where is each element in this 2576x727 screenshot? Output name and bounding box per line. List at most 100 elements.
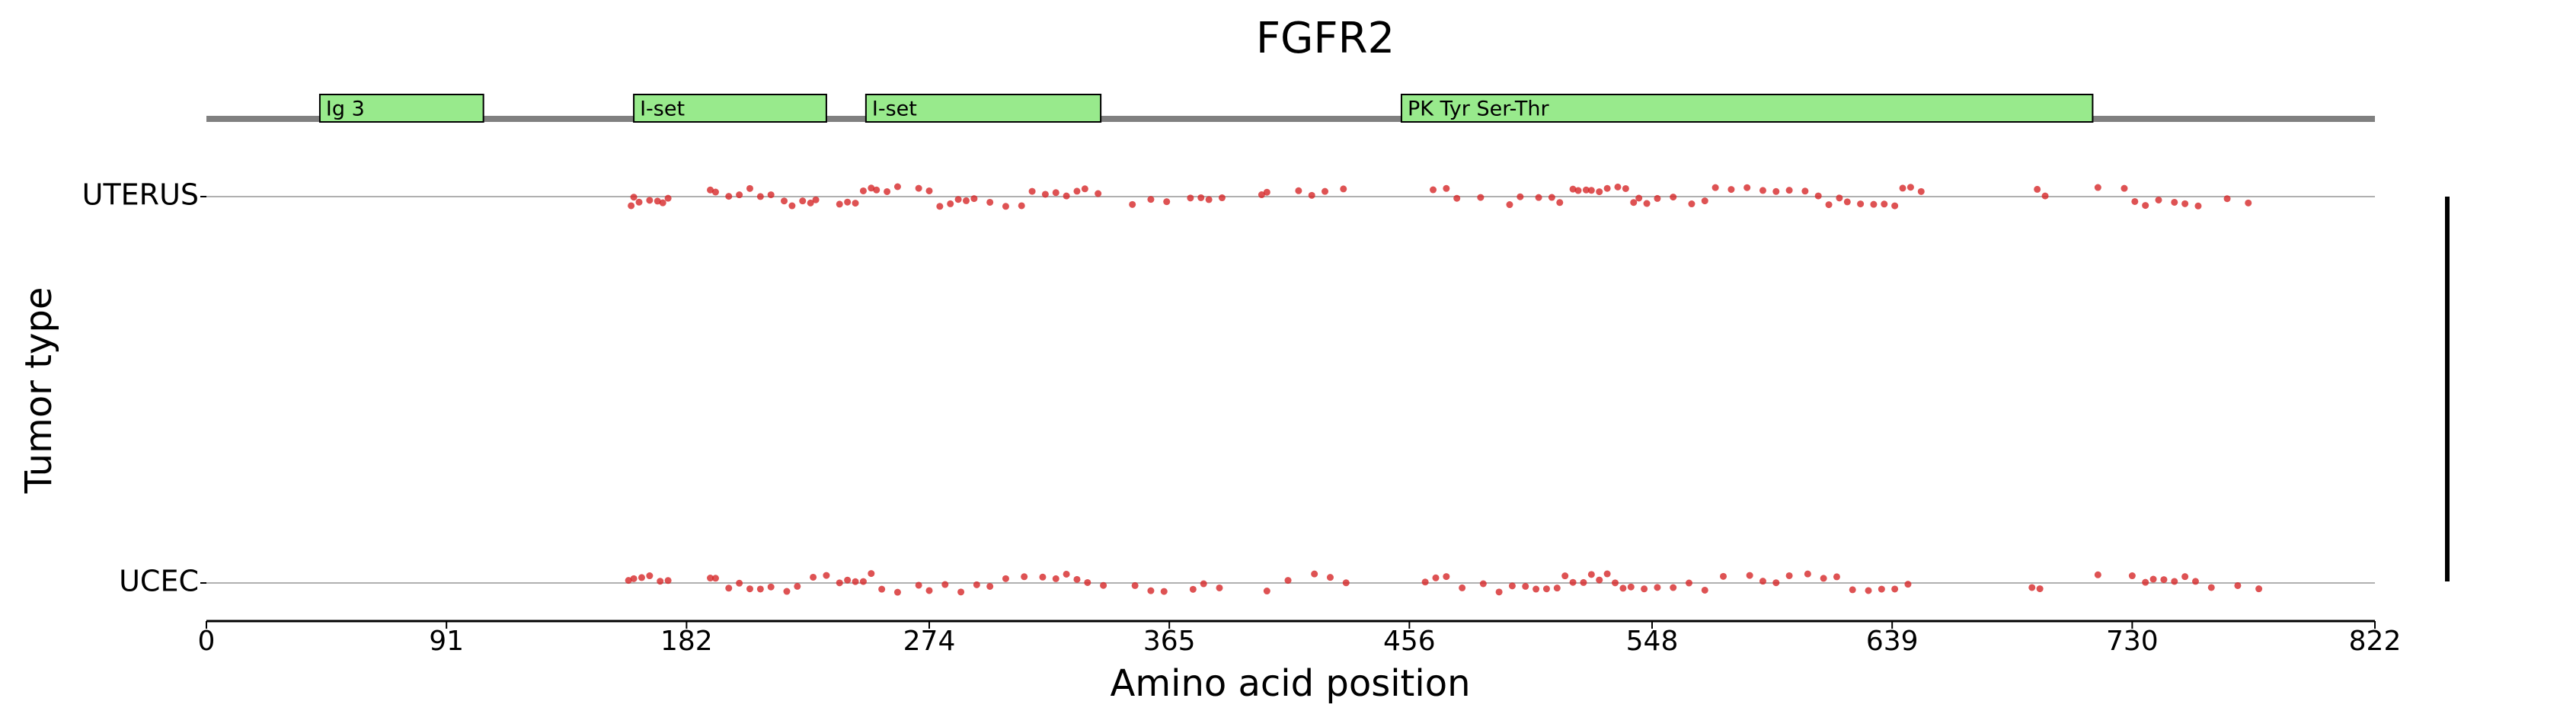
mutation-point [638,574,645,581]
mutation-point [1532,585,1540,593]
mutation-point [1039,573,1047,581]
mutation-point [664,577,672,584]
mutation-point [1685,579,1692,587]
mutation-point [2155,196,2162,203]
mutation-point [1580,578,1587,586]
mutation-point [654,197,661,205]
mutation-point [1002,575,1009,582]
mutation-point [1670,194,1677,201]
mutation-point [1479,580,1487,588]
mutation-point [1517,193,1524,200]
mutation-point [1630,199,1638,207]
mutation-point [1548,194,1555,201]
mutation-point [986,198,994,206]
mutation-point [2191,578,2199,585]
mutation-point [810,573,817,581]
mutation-point [1820,575,1827,582]
mutation-point [2171,578,2178,585]
mutation-point [1432,574,1440,581]
mutation-point [2207,584,2215,591]
mutation-point [1582,186,1590,194]
mutation-point [630,194,638,201]
x-tick-label: 822 [2349,626,2402,657]
mutation-point [625,577,632,584]
mutation-point [1833,573,1840,581]
mutation-point [1131,581,1139,589]
mutation-point [868,570,875,578]
mutation-point [2121,184,2128,192]
mutation-point [2041,192,2049,200]
x-axis-label: Amino acid position [1111,662,1471,705]
mutation-point [707,186,714,194]
mutation-point [1095,190,1102,197]
mutation-point [1801,187,1809,195]
mutation-point [767,191,775,199]
mutation-point [1899,184,1906,192]
mutation-point [1553,584,1561,592]
mutation-point [1917,187,1925,195]
mutation-point [2255,585,2263,593]
x-tick-label: 639 [1866,626,1919,657]
mutation-point [781,197,788,205]
mutation-point [1311,570,1318,578]
mutation-point [1772,579,1780,587]
mutation-point [1619,584,1627,592]
mutation-point [1561,572,1569,580]
mutation-point [1711,184,1719,191]
mutation-point [635,198,643,206]
mutation-point [1603,570,1611,578]
mutation-point [2128,572,2136,580]
mutation-point [1081,185,1088,193]
mutation-point [646,572,654,580]
mutation-point [756,585,764,593]
mutation-point [628,202,635,210]
mutation-point [1635,194,1643,202]
mutation-point [1569,578,1577,586]
mutation-point [844,198,852,206]
mutation-point [1596,188,1603,196]
mutation-point [1654,194,1661,202]
mutation-point [807,199,814,207]
mutation-point [1814,192,1822,200]
domain-label: PK Tyr Ser-Thr [1408,98,1550,121]
mutation-point [746,585,753,593]
mutation-point [1018,202,1025,210]
mutation-point [1216,584,1223,591]
mutation-point [1904,581,1912,588]
mutation-point [799,197,807,205]
mutation-point [893,183,901,191]
mutation-point [812,196,820,203]
mutation-point [646,197,654,204]
mutation-point [736,579,743,587]
mutation-point [1596,576,1603,584]
mutation-point [2234,581,2242,589]
mutation-point [1906,184,1914,191]
mutation-point [1804,570,1811,578]
mutation-point [1688,200,1695,208]
x-tick-label: 456 [1383,626,1436,657]
mutation-point [1200,580,1207,588]
mutation-point [1720,572,1727,580]
mutation-point [1857,200,1865,208]
mutation-point [1865,587,1872,594]
mutation-point [1746,572,1753,579]
mutation-point [2245,199,2252,207]
mutation-point [2149,575,2157,583]
mutation-point [711,575,719,582]
mutation-point [711,188,719,196]
mutation-point [1506,201,1513,209]
mutation-point [1205,196,1213,203]
mutation-point [859,578,867,585]
domain-label: Ig 3 [326,98,365,121]
mutation-point [852,578,859,585]
chart-title: FGFR2 [1256,14,1395,63]
domain-box [318,94,484,123]
mutation-point [2142,578,2149,586]
mutation-point [893,588,901,596]
mutation-point [756,193,764,200]
y-tick-label: UTERUS [82,178,199,212]
mutation-point [659,199,666,207]
mutation-point [1308,191,1315,199]
mutation-point [725,584,733,592]
